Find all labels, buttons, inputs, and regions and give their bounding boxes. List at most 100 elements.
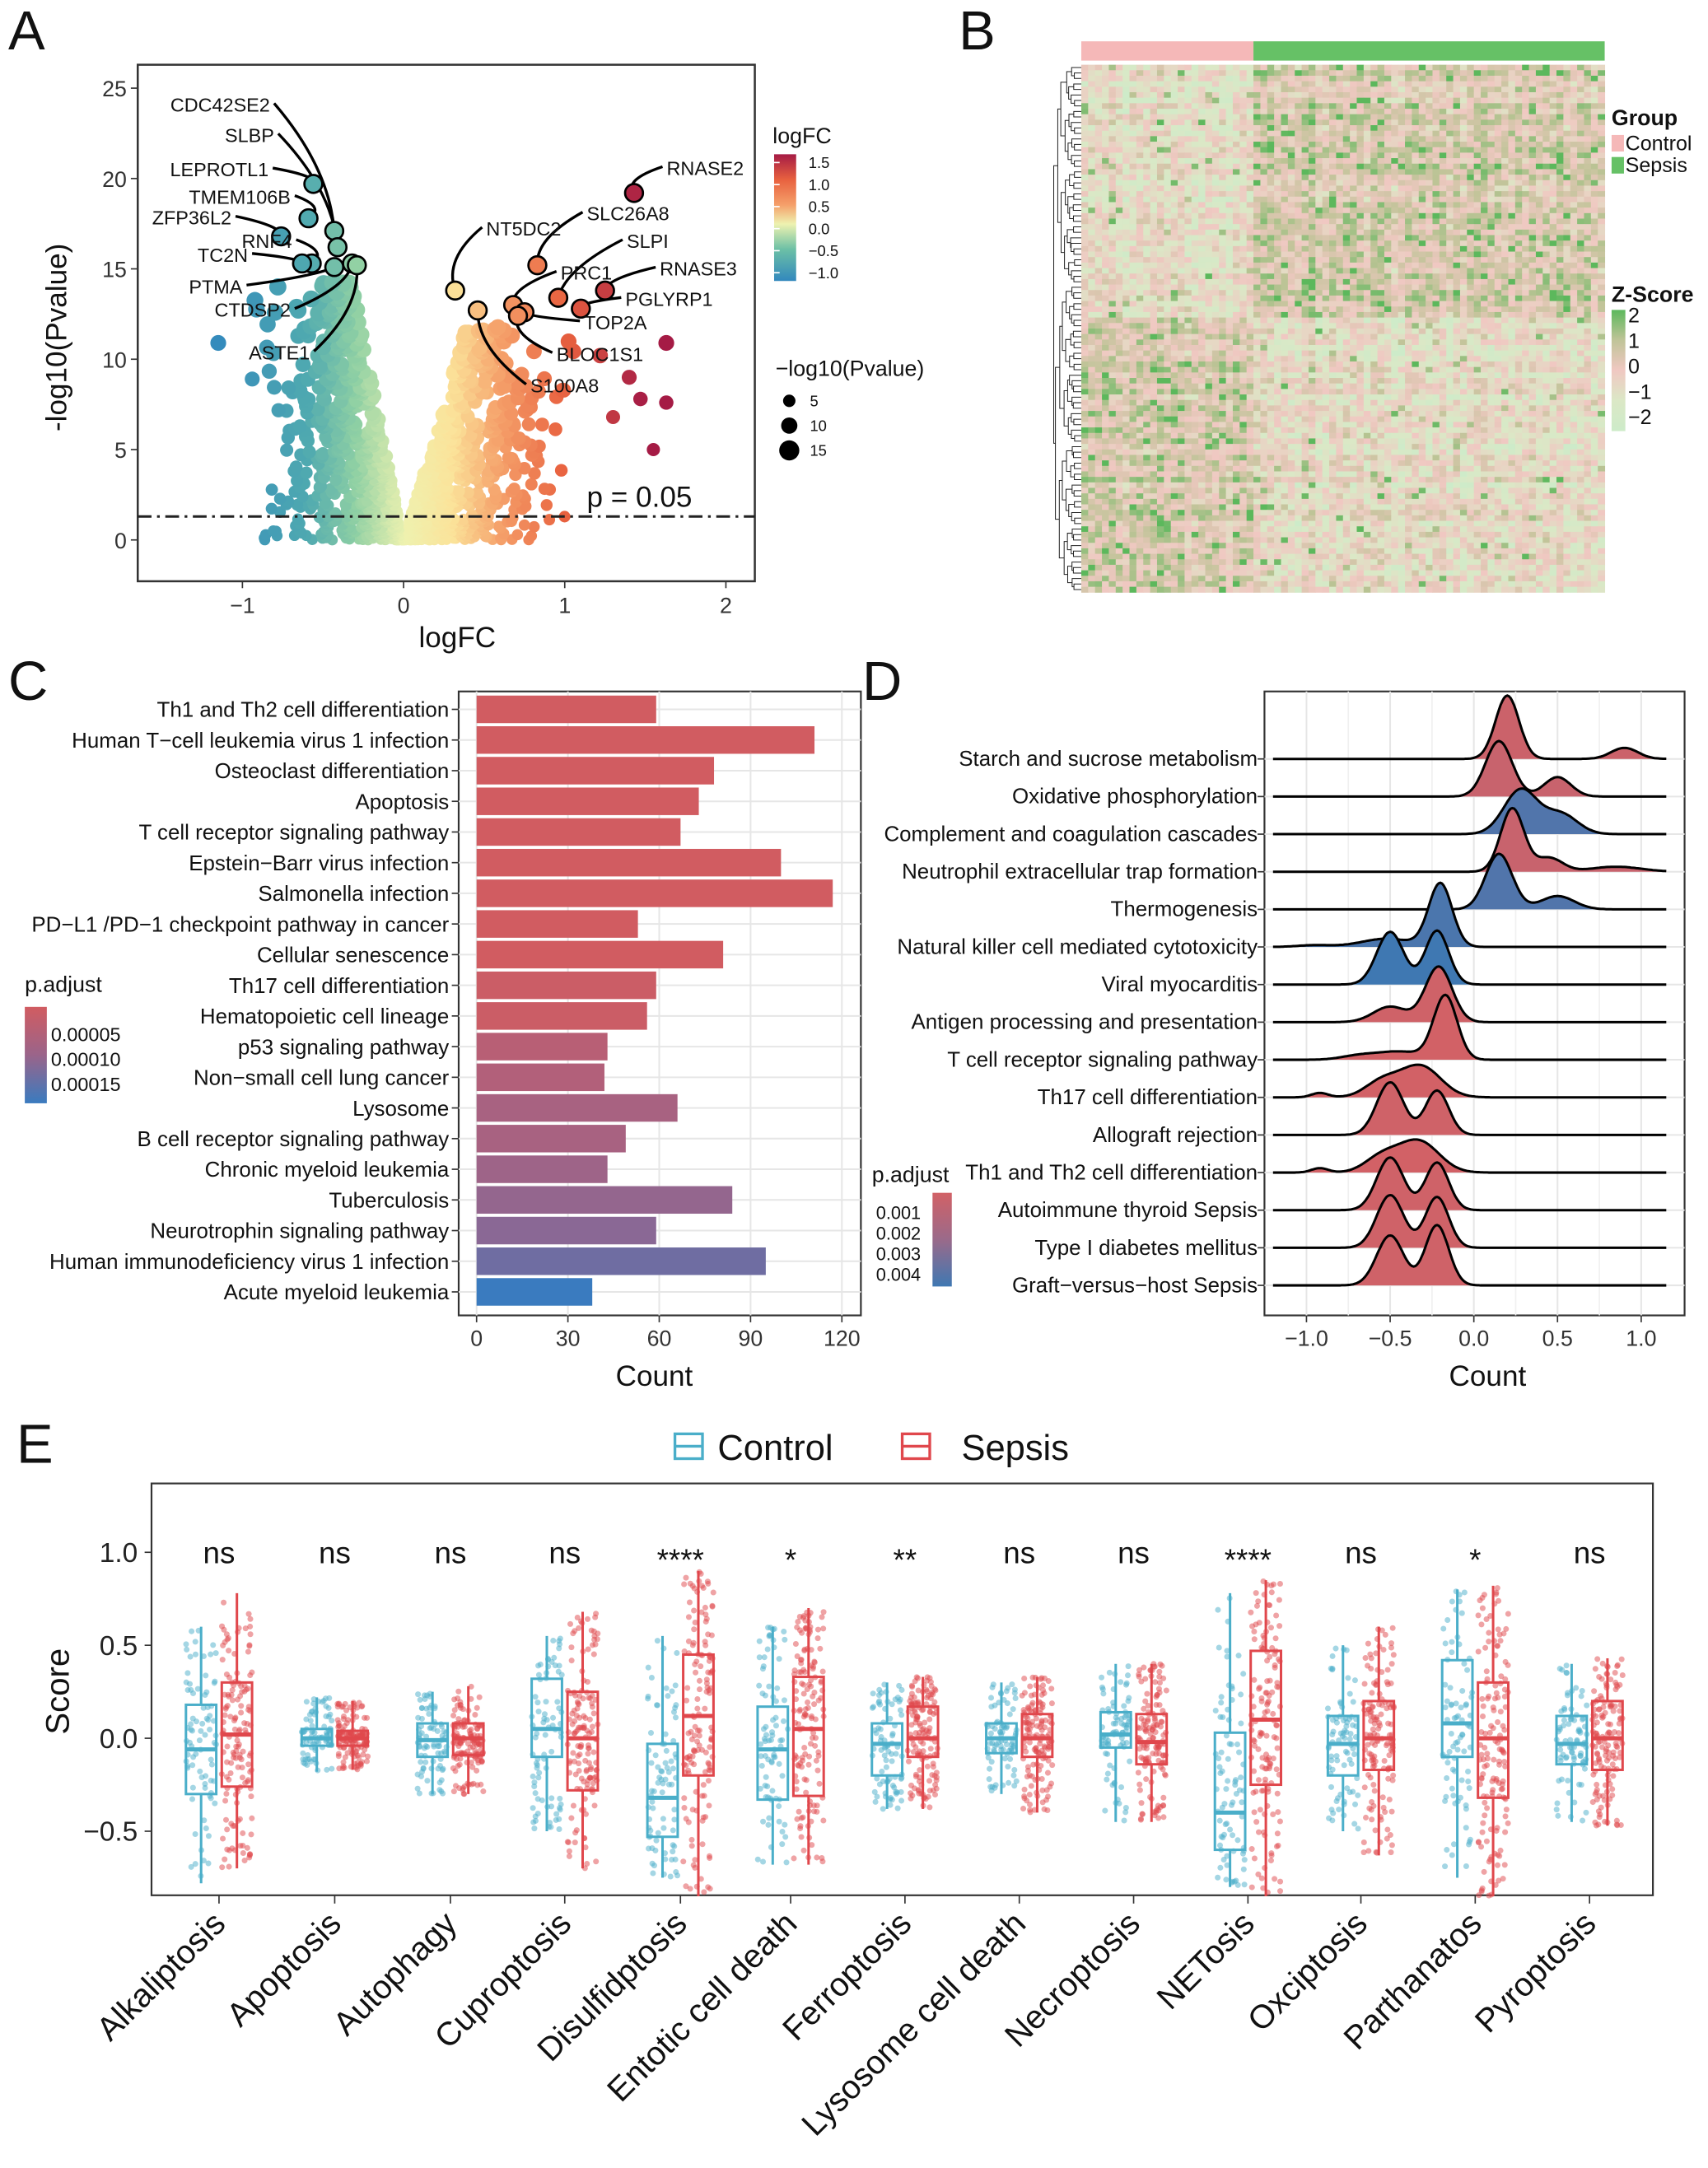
heatmap-cell xyxy=(1156,147,1164,153)
heatmap-cell xyxy=(1108,180,1117,186)
heatmap-cell xyxy=(1535,114,1543,120)
heatmap-cell xyxy=(1398,212,1406,219)
color-legend-title: logFC xyxy=(772,124,831,148)
heatmap-cell xyxy=(1225,175,1234,181)
heatmap-cell xyxy=(1356,278,1365,286)
heatmap-cell xyxy=(1315,295,1323,302)
heatmap-cell xyxy=(1487,191,1496,198)
heatmap-cell xyxy=(1232,91,1240,99)
heatmap-cell xyxy=(1225,257,1234,263)
heatmap-cell xyxy=(1108,262,1117,269)
heatmap-cell xyxy=(1108,191,1117,198)
heatmap-cell xyxy=(1253,284,1261,291)
heatmap-cell xyxy=(1211,240,1220,247)
heatmap-cell xyxy=(1205,235,1213,241)
data-point xyxy=(280,443,294,457)
heatmap-cell xyxy=(1487,207,1496,214)
heatmap-cell xyxy=(1184,152,1192,159)
heatmap-cell xyxy=(1459,152,1468,159)
gene-label: LEPROTL1 xyxy=(170,159,268,180)
heatmap-cell xyxy=(1080,196,1089,203)
heatmap-cell xyxy=(1170,169,1178,175)
heatmap-cell xyxy=(1170,130,1178,137)
heatmap-cell xyxy=(1191,212,1199,219)
heatmap-cell xyxy=(1178,240,1185,247)
heatmap-cell xyxy=(1487,268,1496,274)
heatmap-cell xyxy=(1563,81,1571,87)
heatmap-cell xyxy=(1426,240,1433,247)
heatmap-cell xyxy=(1501,196,1509,203)
heatmap-cell xyxy=(1542,75,1551,82)
heatmap-cell xyxy=(1481,103,1488,110)
heatmap-cell xyxy=(1453,295,1461,302)
heatmap-cell xyxy=(1136,180,1144,186)
heatmap-cell xyxy=(1405,295,1412,302)
heatmap-cell xyxy=(1108,273,1117,280)
heatmap-cell xyxy=(1322,158,1330,165)
heatmap-cell xyxy=(1253,196,1261,203)
heatmap-cell xyxy=(1156,136,1164,142)
heatmap-cell xyxy=(1494,224,1502,231)
heatmap-cell xyxy=(1122,295,1131,302)
heatmap-cell xyxy=(1170,64,1178,71)
heatmap-cell xyxy=(1528,119,1537,126)
heatmap-cell xyxy=(1205,218,1213,225)
heatmap-cell xyxy=(1108,152,1117,159)
heatmap-cell xyxy=(1377,86,1385,93)
heatmap-cell xyxy=(1398,251,1406,258)
heatmap-cell xyxy=(1170,278,1178,286)
heatmap-cell xyxy=(1336,196,1344,203)
heatmap-cell xyxy=(1542,114,1551,120)
heatmap-cell xyxy=(1156,180,1164,186)
heatmap-cell xyxy=(1253,191,1261,198)
heatmap-cell xyxy=(1473,224,1482,231)
heatmap-cell xyxy=(1391,147,1399,153)
heatmap-cell xyxy=(1211,185,1220,192)
heatmap-cell xyxy=(1219,185,1227,192)
heatmap-cell xyxy=(1219,262,1227,269)
heatmap-cell xyxy=(1287,240,1295,247)
heatmap-cell xyxy=(1501,86,1509,93)
heatmap-cell xyxy=(1377,169,1385,175)
heatmap-cell xyxy=(1191,191,1199,198)
heatmap-cell xyxy=(1356,235,1365,241)
heatmap-cell xyxy=(1598,169,1606,175)
heatmap-cell xyxy=(1260,245,1268,253)
heatmap-cell xyxy=(1246,125,1254,132)
heatmap-cell xyxy=(1350,251,1357,258)
heatmap-cell xyxy=(1590,196,1598,203)
heatmap-cell xyxy=(1473,229,1482,236)
heatmap-cell xyxy=(1577,218,1584,225)
heatmap-cell xyxy=(1453,251,1461,258)
heatmap-cell xyxy=(1535,109,1543,115)
heatmap-cell xyxy=(1356,163,1365,170)
heatmap-cell xyxy=(1094,163,1103,170)
heatmap-cell xyxy=(1191,268,1199,274)
heatmap-cell xyxy=(1170,295,1178,302)
heatmap-cell xyxy=(1322,191,1330,198)
heatmap-cell xyxy=(1363,136,1371,142)
heatmap-cell xyxy=(1164,70,1172,77)
heatmap-cell xyxy=(1473,207,1482,214)
heatmap-cell xyxy=(1439,180,1447,186)
heatmap-cell xyxy=(1453,130,1461,137)
heatmap-cell xyxy=(1260,290,1268,296)
heatmap-cell xyxy=(1563,103,1571,110)
heatmap-cell xyxy=(1590,103,1598,110)
heatmap-cell xyxy=(1336,185,1344,192)
heatmap-cell xyxy=(1598,245,1606,253)
heatmap-cell xyxy=(1129,158,1137,165)
heatmap-cell xyxy=(1391,114,1399,120)
heatmap-cell xyxy=(1398,147,1406,153)
heatmap-cell xyxy=(1570,290,1578,296)
heatmap-cell xyxy=(1514,191,1523,198)
heatmap-cell xyxy=(1246,207,1254,214)
heatmap-cell xyxy=(1377,185,1385,192)
heatmap-cell xyxy=(1439,103,1447,110)
heatmap-cell xyxy=(1522,295,1530,302)
heatmap-cell xyxy=(1342,163,1351,170)
heatmap-cell xyxy=(1253,240,1261,247)
heatmap-cell xyxy=(1432,191,1440,198)
heatmap-cell xyxy=(1370,125,1379,132)
heatmap-cell xyxy=(1549,169,1557,175)
